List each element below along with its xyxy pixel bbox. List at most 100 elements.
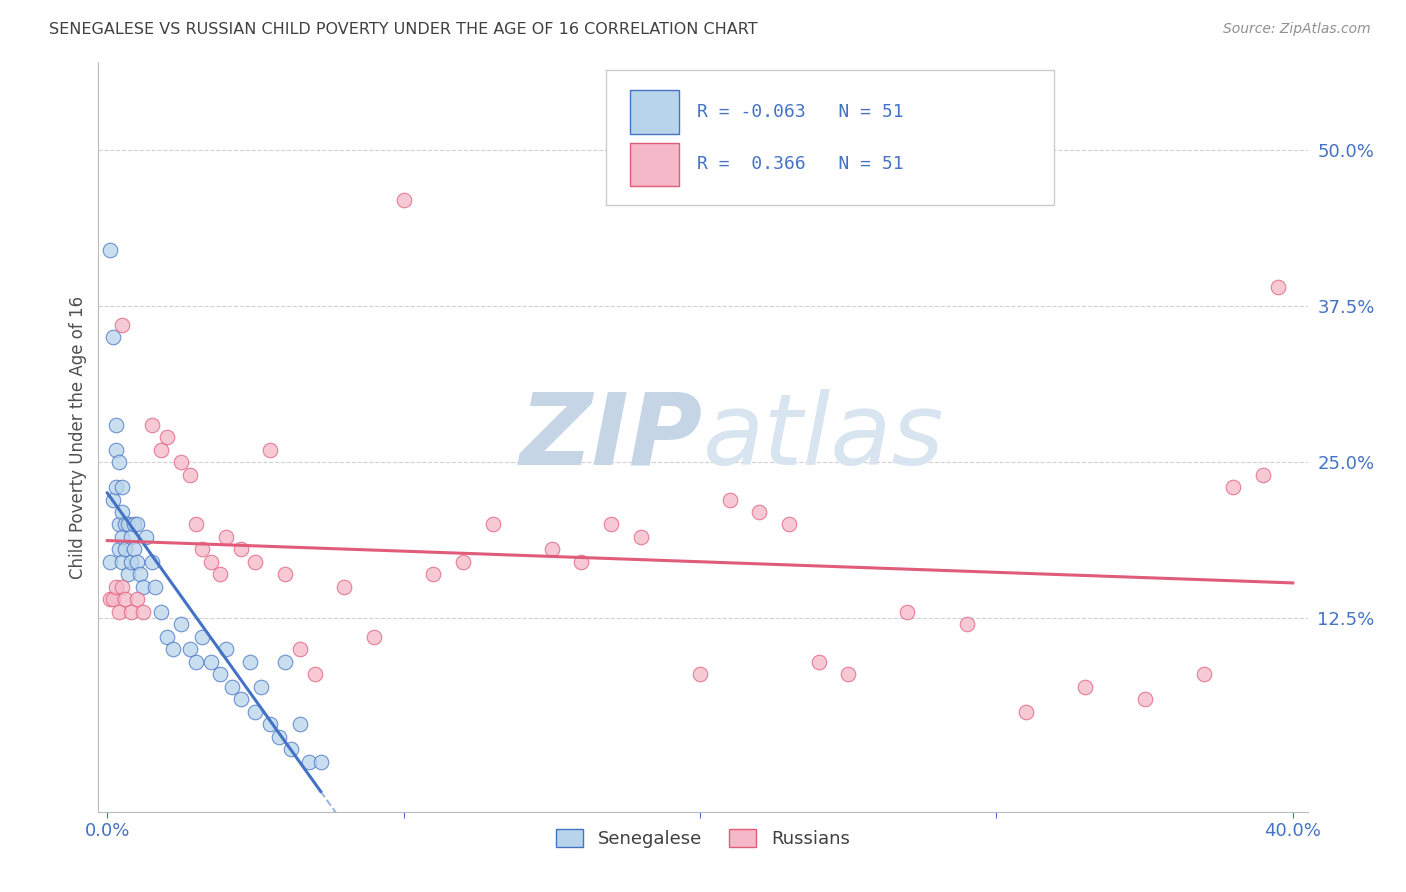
Point [208,567,231,582]
Point [221,680,243,694]
Point [103,330,125,344]
Point [571,555,593,569]
Point [280,742,302,756]
Point [807,655,830,669]
Point [103,592,125,607]
Point [1133,692,1156,706]
Point [155,430,177,444]
Point [1074,680,1097,694]
Point [132,580,155,594]
Point [122,542,145,557]
Point [117,567,139,582]
Point [304,667,326,681]
Point [125,555,148,569]
Point [186,655,208,669]
Point [245,705,267,719]
Point [149,605,172,619]
Text: Source: ZipAtlas.com: Source: ZipAtlas.com [1223,22,1371,37]
Point [778,517,800,532]
Point [105,417,128,432]
Point [1015,705,1038,719]
Point [162,642,184,657]
Point [170,455,193,469]
Point [108,542,131,557]
Point [630,530,652,544]
Point [288,717,311,731]
Point [108,605,131,619]
FancyBboxPatch shape [630,90,679,134]
Point [155,630,177,644]
Text: ZIP: ZIP [520,389,703,485]
Point [105,442,128,457]
Point [215,642,238,657]
Point [245,555,267,569]
Point [288,642,311,657]
Point [200,555,222,569]
Point [105,480,128,494]
Point [481,517,503,532]
Point [114,592,136,607]
Point [259,717,281,731]
Point [422,567,444,582]
Point [111,318,134,332]
Point [111,530,134,544]
Point [309,755,332,769]
Point [111,555,134,569]
Point [540,542,562,557]
Point [1192,667,1215,681]
Point [1251,467,1274,482]
Point [179,642,201,657]
Point [120,605,142,619]
Point [141,417,163,432]
Point [129,567,152,582]
Point [125,517,148,532]
Point [896,605,918,619]
FancyBboxPatch shape [606,70,1053,205]
Point [117,517,139,532]
Point [229,542,252,557]
Point [333,580,356,594]
Point [111,580,134,594]
Point [135,530,157,544]
Point [274,567,297,582]
Point [229,692,252,706]
Point [179,467,201,482]
Point [103,492,125,507]
Point [111,505,134,519]
Text: R =  0.366   N = 51: R = 0.366 N = 51 [697,155,904,173]
Point [111,480,134,494]
Point [122,517,145,532]
Point [170,617,193,632]
Point [208,667,231,681]
Point [1222,480,1244,494]
Point [98,555,121,569]
Point [108,455,131,469]
Point [114,542,136,557]
Point [105,580,128,594]
Point [200,655,222,669]
Point [239,655,262,669]
Point [191,630,214,644]
Point [114,517,136,532]
Point [718,492,741,507]
Point [108,517,131,532]
Point [120,530,142,544]
Point [98,243,121,257]
Point [600,517,623,532]
Y-axis label: Child Poverty Under the Age of 16: Child Poverty Under the Age of 16 [69,295,87,579]
Point [392,193,415,207]
Point [298,755,321,769]
Point [149,442,172,457]
Text: SENEGALESE VS RUSSIAN CHILD POVERTY UNDER THE AGE OF 16 CORRELATION CHART: SENEGALESE VS RUSSIAN CHILD POVERTY UNDE… [49,22,758,37]
FancyBboxPatch shape [630,143,679,186]
Point [132,605,155,619]
Point [259,442,281,457]
Point [186,517,208,532]
Point [250,680,273,694]
Legend: Senegalese, Russians: Senegalese, Russians [550,822,856,855]
Point [141,555,163,569]
Point [98,592,121,607]
Point [125,592,148,607]
Text: atlas: atlas [703,389,945,485]
Point [143,580,166,594]
